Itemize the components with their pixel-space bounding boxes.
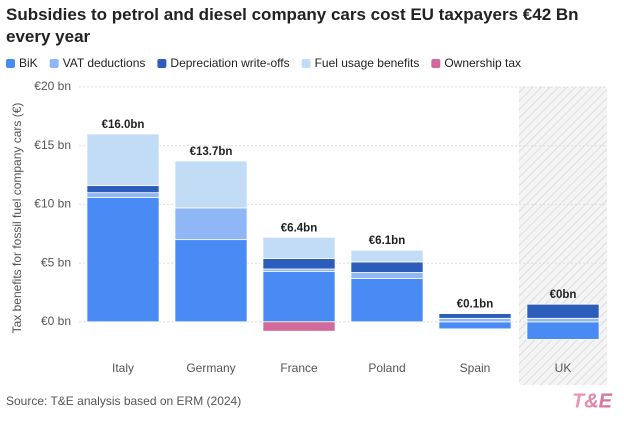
total-label: €16.0bn: [102, 119, 145, 131]
total-label: €13.7bn: [190, 146, 233, 158]
y-tick-label: €20 bn: [34, 79, 71, 93]
bar-segment: [86, 133, 160, 187]
legend-swatch: [431, 59, 441, 68]
chart-title: Subsidies to petrol and diesel company c…: [6, 5, 579, 24]
total-label: €0bn: [550, 289, 577, 301]
x-tick-label: UK: [555, 361, 572, 375]
legend-swatch: [49, 59, 59, 68]
x-tick-label: Germany: [186, 361, 235, 375]
bar-segment: [350, 272, 424, 279]
x-tick-label: Italy: [112, 361, 134, 375]
bar-segment: [526, 321, 600, 340]
bar-segment: [174, 207, 248, 241]
y-tick-label: €10 bn: [34, 197, 71, 211]
bar-segment: [350, 261, 424, 273]
bar-segment: [86, 192, 160, 198]
x-tick-label: Poland: [368, 361, 405, 375]
x-tick-label: France: [280, 361, 318, 375]
legend-label: BiK: [19, 56, 38, 70]
legend-label: Ownership tax: [444, 56, 521, 70]
bar-segment: [174, 239, 248, 323]
logo: T&E: [572, 390, 613, 412]
chart-title: every year: [6, 27, 91, 46]
source: Source: T&E analysis based on ERM (2024): [6, 394, 241, 408]
uk-shade: [519, 87, 607, 385]
bar-segment: [438, 313, 512, 319]
bar-segment: [262, 321, 336, 332]
y-axis-title: Tax benefits for fossil fuel company car…: [10, 103, 24, 334]
y-tick-label: €5 bn: [41, 255, 71, 269]
bar-segment: [350, 249, 424, 263]
legend-label: VAT deductions: [63, 56, 146, 70]
bar-segment: [262, 258, 336, 270]
bar-segment: [350, 277, 424, 323]
legend-swatch: [6, 59, 15, 68]
bar-segment: [86, 185, 160, 194]
legend-label: Fuel usage benefits: [315, 56, 420, 70]
legend-swatch: [301, 59, 311, 68]
bar-segment: [262, 270, 336, 323]
bar-segment: [438, 317, 512, 323]
bar-segment: [438, 321, 512, 330]
total-label: €0.1bn: [457, 299, 493, 311]
bar-segment: [262, 236, 336, 259]
total-label: €6.4bn: [281, 222, 317, 234]
legend-label: Depreciation write-offs: [170, 56, 289, 70]
bar-segment: [526, 317, 600, 323]
bar-segment: [174, 160, 248, 209]
total-label: €6.1bn: [369, 235, 405, 247]
bar-segment: [86, 196, 160, 323]
y-tick-label: €15 bn: [34, 138, 71, 152]
bar-segment: [526, 303, 600, 319]
legend-swatch: [157, 59, 167, 68]
y-tick-label: €0 bn: [41, 314, 71, 328]
x-tick-label: Spain: [460, 361, 491, 375]
